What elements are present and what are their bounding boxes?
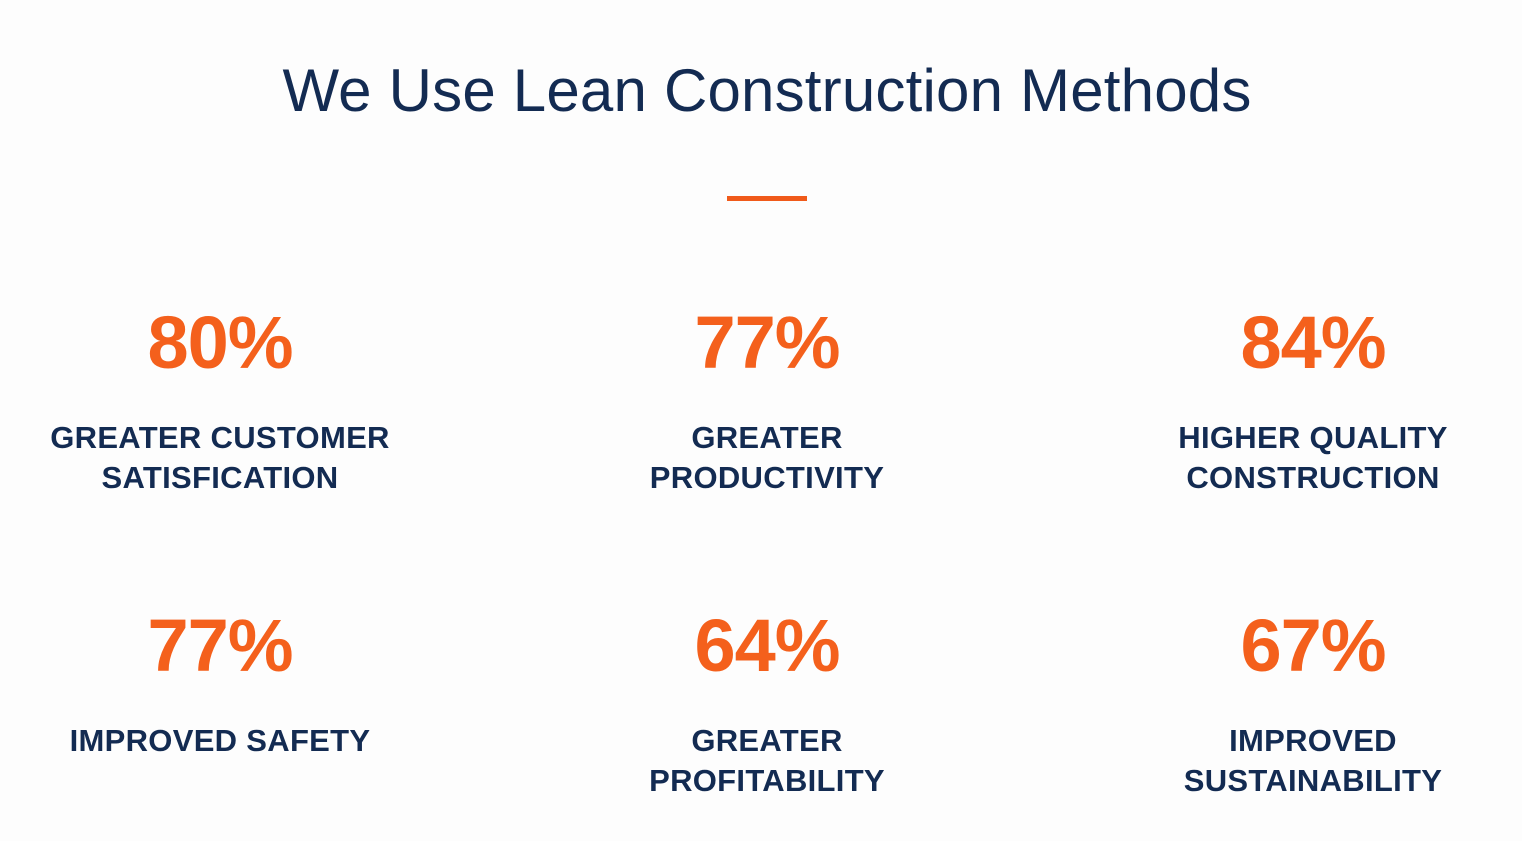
stat-profitability: 64% GREATER PROFITABILITY <box>527 609 1007 801</box>
stat-label: IMPROVED SAFETY <box>69 723 371 758</box>
stat-value: 64% <box>694 604 840 687</box>
stat-label: HIGHER QUALITY CONSTRUCTION <box>1178 420 1448 495</box>
stat-value: 80% <box>147 301 293 384</box>
stat-value: 84% <box>1240 301 1386 384</box>
stat-safety: 77% IMPROVED SAFETY <box>0 609 460 761</box>
stat-label: GREATER CUSTOMER SATISFICATION <box>50 420 390 495</box>
stat-customer-satisfaction: 80% GREATER CUSTOMER SATISFICATION <box>0 306 460 498</box>
stat-quality: 84% HIGHER QUALITY CONSTRUCTION <box>1073 306 1522 498</box>
stat-label: GREATER PRODUCTIVITY <box>649 420 885 495</box>
stat-value: 77% <box>147 604 293 687</box>
stat-sustainability: 67% IMPROVED SUSTAINABILITY <box>1073 609 1522 801</box>
stat-label: IMPROVED SUSTAINABILITY <box>1183 723 1443 798</box>
stat-productivity: 77% GREATER PRODUCTIVITY <box>527 306 1007 498</box>
stat-value: 67% <box>1240 604 1386 687</box>
stat-label: GREATER PROFITABILITY <box>649 723 885 798</box>
page-title: We Use Lean Construction Methods <box>282 57 1252 124</box>
stat-value: 77% <box>694 301 840 384</box>
accent-divider <box>727 196 807 201</box>
